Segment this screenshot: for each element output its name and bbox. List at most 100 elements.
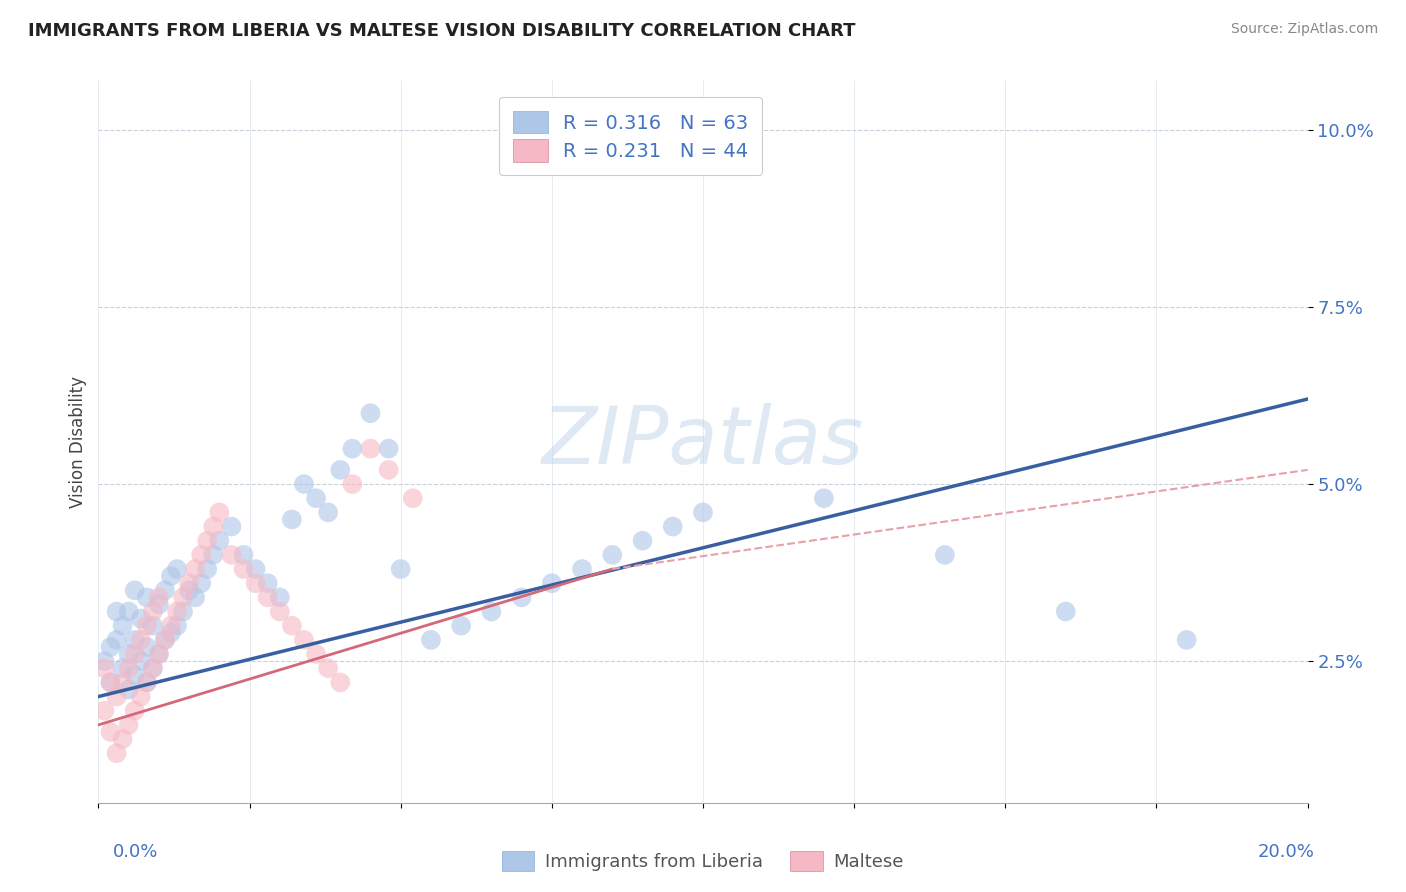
Point <box>166 605 188 619</box>
Point <box>118 718 141 732</box>
Point <box>124 647 146 661</box>
Point <box>93 704 115 718</box>
Point <box>316 661 339 675</box>
Point <box>184 591 207 605</box>
Point <box>100 675 122 690</box>
Point <box>420 632 443 647</box>
Point <box>281 512 304 526</box>
Point <box>124 668 146 682</box>
Point <box>342 477 364 491</box>
Point <box>202 548 225 562</box>
Point <box>269 605 291 619</box>
Point <box>105 632 128 647</box>
Point <box>360 406 382 420</box>
Point <box>631 533 654 548</box>
Point <box>111 675 134 690</box>
Point <box>221 519 243 533</box>
Point <box>1175 632 1198 647</box>
Y-axis label: Vision Disability: Vision Disability <box>69 376 87 508</box>
Point <box>329 675 352 690</box>
Point <box>377 463 399 477</box>
Point <box>148 647 170 661</box>
Point <box>124 632 146 647</box>
Point <box>661 519 683 533</box>
Point <box>481 605 503 619</box>
Point <box>153 583 176 598</box>
Point <box>208 505 231 519</box>
Point <box>245 576 267 591</box>
Point <box>118 605 141 619</box>
Point <box>402 491 425 506</box>
Point <box>202 519 225 533</box>
Point <box>245 562 267 576</box>
Point <box>813 491 835 506</box>
Point <box>142 605 165 619</box>
Text: IMMIGRANTS FROM LIBERIA VS MALTESE VISION DISABILITY CORRELATION CHART: IMMIGRANTS FROM LIBERIA VS MALTESE VISIO… <box>28 22 856 40</box>
Point <box>184 562 207 576</box>
Point <box>256 591 278 605</box>
Legend: Immigrants from Liberia, Maltese: Immigrants from Liberia, Maltese <box>495 844 911 879</box>
Point <box>377 442 399 456</box>
Point <box>111 732 134 747</box>
Point <box>111 618 134 632</box>
Point <box>450 618 472 632</box>
Point <box>179 576 201 591</box>
Point <box>360 442 382 456</box>
Point <box>105 746 128 760</box>
Point <box>93 654 115 668</box>
Point <box>179 583 201 598</box>
Point <box>160 569 183 583</box>
Point <box>292 632 315 647</box>
Point <box>129 690 152 704</box>
Point <box>124 704 146 718</box>
Point <box>148 598 170 612</box>
Point <box>232 548 254 562</box>
Point <box>540 576 562 591</box>
Point <box>135 591 157 605</box>
Point <box>190 548 212 562</box>
Point <box>166 618 188 632</box>
Point <box>172 591 194 605</box>
Point <box>256 576 278 591</box>
Point <box>135 675 157 690</box>
Point <box>221 548 243 562</box>
Point <box>692 505 714 519</box>
Point <box>292 477 315 491</box>
Point <box>195 533 218 548</box>
Point <box>1054 605 1077 619</box>
Point <box>342 442 364 456</box>
Point <box>124 583 146 598</box>
Point <box>148 591 170 605</box>
Point <box>105 605 128 619</box>
Point <box>142 661 165 675</box>
Point <box>269 591 291 605</box>
Point <box>153 632 176 647</box>
Text: Source: ZipAtlas.com: Source: ZipAtlas.com <box>1230 22 1378 37</box>
Point <box>934 548 956 562</box>
Point <box>93 661 115 675</box>
Point <box>129 632 152 647</box>
Point <box>172 605 194 619</box>
Point <box>118 682 141 697</box>
Point <box>305 491 328 506</box>
Point <box>160 625 183 640</box>
Point <box>208 533 231 548</box>
Text: 0.0%: 0.0% <box>112 843 157 861</box>
Point <box>100 725 122 739</box>
Point <box>329 463 352 477</box>
Point <box>281 618 304 632</box>
Legend: R = 0.316   N = 63, R = 0.231   N = 44: R = 0.316 N = 63, R = 0.231 N = 44 <box>499 97 762 175</box>
Point <box>571 562 593 576</box>
Point <box>195 562 218 576</box>
Point <box>166 562 188 576</box>
Point <box>135 675 157 690</box>
Point <box>129 612 152 626</box>
Point <box>305 647 328 661</box>
Point <box>118 661 141 675</box>
Point <box>142 661 165 675</box>
Point <box>510 591 533 605</box>
Point <box>135 640 157 654</box>
Point <box>129 654 152 668</box>
Point <box>135 618 157 632</box>
Point <box>602 548 624 562</box>
